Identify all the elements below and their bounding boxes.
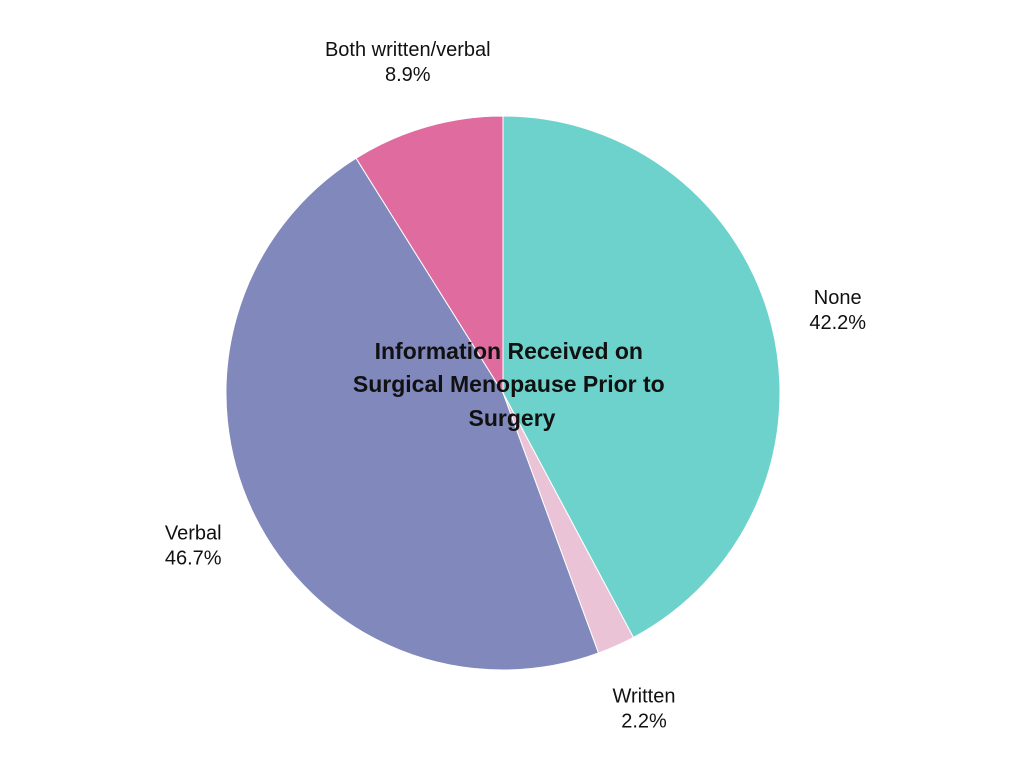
slice-label-name: Written <box>613 685 676 707</box>
chart-title: Information Received on Surgical Menopau… <box>353 338 671 431</box>
slice-label-none: None 42.2% <box>809 287 866 334</box>
slice-label-value: 42.2% <box>809 312 866 334</box>
slice-label-written: Written 2.2% <box>613 685 676 732</box>
pie-slice-none <box>502 115 781 639</box>
pie-slice-both-written-verbal <box>355 115 504 395</box>
slice-labels: None 42.2% Written 2.2% Verbal 46.7% Both writ… <box>165 39 866 733</box>
chart-title-line-1: Information Received on <box>375 338 643 364</box>
slice-label-verbal: Verbal 46.7% <box>165 522 222 569</box>
slice-label-value: 8.9% <box>385 64 431 86</box>
slice-label-name: None <box>814 287 862 309</box>
slice-label-name: Both written/verbal <box>325 39 491 61</box>
slice-label-value: 46.7% <box>165 547 222 569</box>
chart-title-line-2: Surgical Menopause Prior to <box>353 371 665 397</box>
pie-slices <box>225 115 781 671</box>
pie-slice-verbal <box>225 157 600 671</box>
slice-label-both-written-verbal: Both written/verbal 8.9% <box>325 39 491 86</box>
chart-title-line-3: Surgery <box>469 405 556 431</box>
slice-label-value: 2.2% <box>621 710 667 732</box>
slice-label-name: Verbal <box>165 522 222 544</box>
